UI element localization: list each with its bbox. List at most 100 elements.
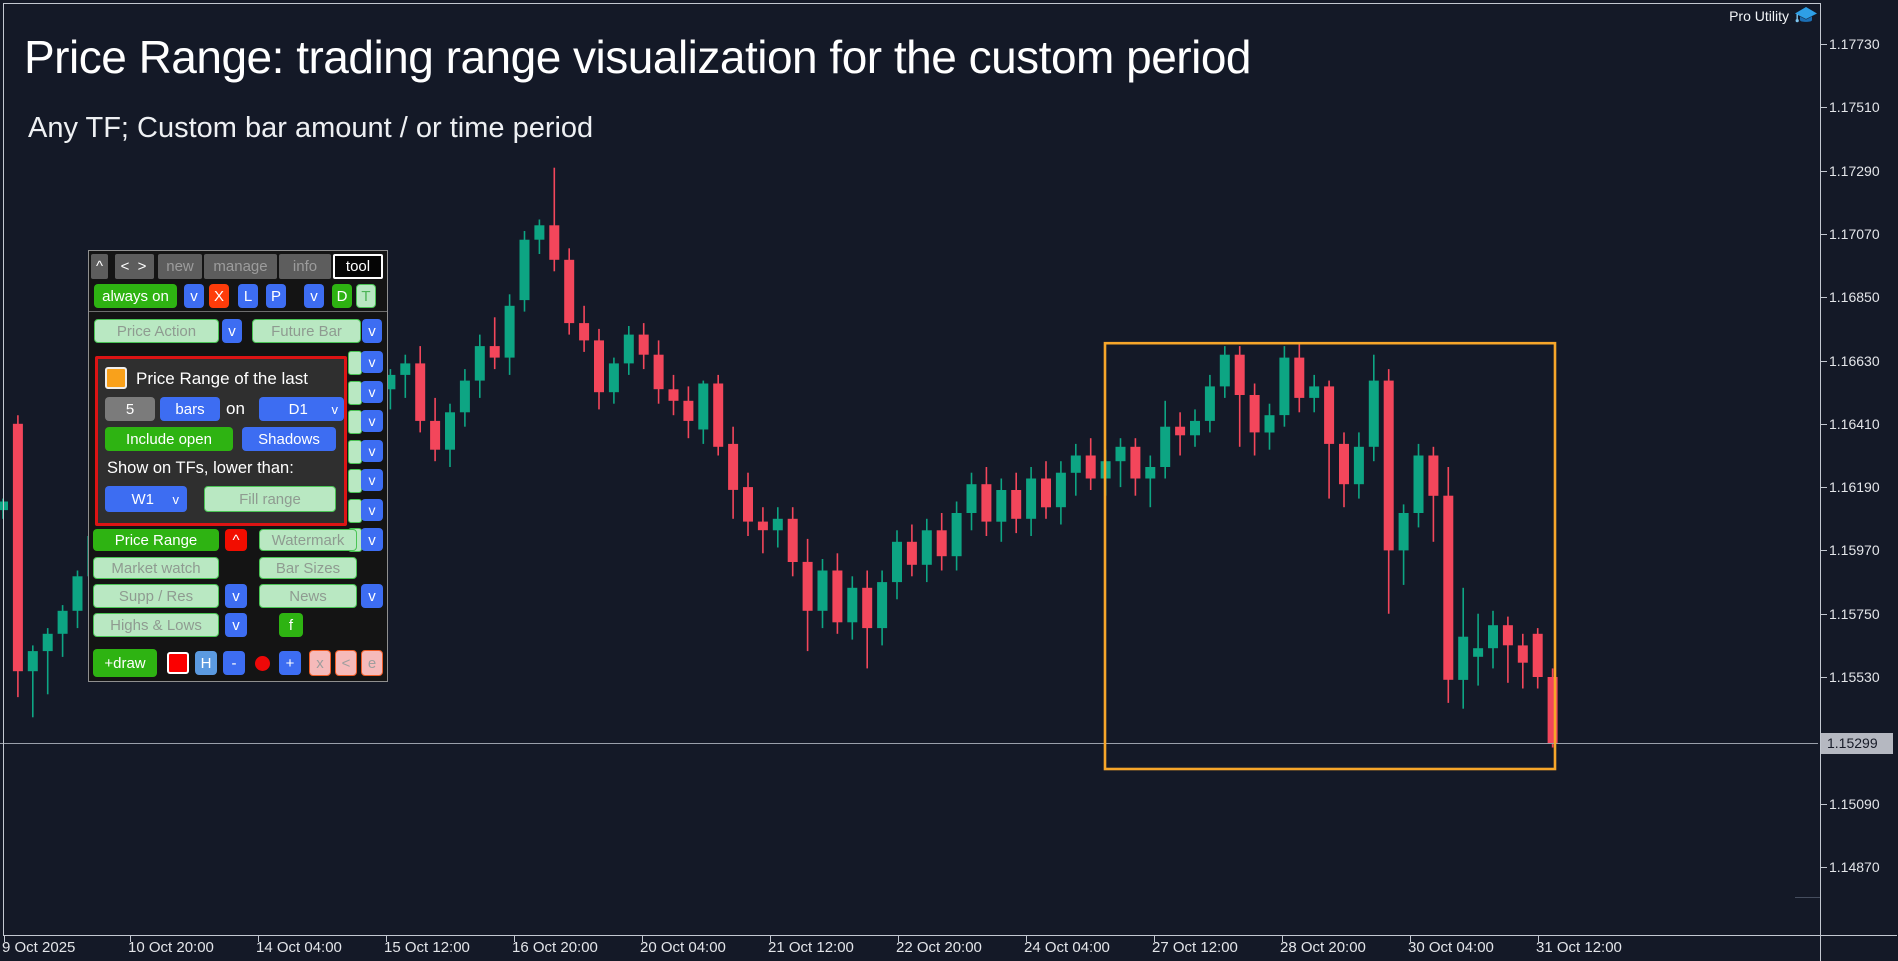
time-label: 21 Oct 12:00 xyxy=(768,939,854,956)
news-dropdown[interactable]: v xyxy=(361,584,383,608)
tab-tool[interactable]: tool xyxy=(333,254,383,279)
feature-watermark[interactable]: Watermark xyxy=(259,529,357,551)
highs-lows-dropdown[interactable]: v xyxy=(225,613,247,637)
bars-count-input[interactable]: 5 xyxy=(105,397,155,421)
candle-body xyxy=(445,412,455,450)
range-color-swatch[interactable] xyxy=(105,367,127,389)
time-tick xyxy=(258,935,259,942)
candle-body xyxy=(579,323,590,341)
edit-drawing-button[interactable]: e xyxy=(361,650,383,676)
feature-bar-sizes[interactable]: Bar Sizes xyxy=(259,557,357,579)
back-drawing-button[interactable]: < xyxy=(335,650,357,676)
candle-body xyxy=(1532,633,1543,677)
panel-divider xyxy=(89,311,387,312)
candle-body xyxy=(936,530,947,557)
watermark-dropdown[interactable]: v xyxy=(361,529,383,551)
candle-body xyxy=(1249,395,1260,433)
tab-info[interactable]: info xyxy=(279,254,331,279)
timeframe-select[interactable]: D1 v xyxy=(259,397,344,421)
decrease-button[interactable]: - xyxy=(223,651,245,675)
hidden-feature-dropdown[interactable]: v xyxy=(361,410,383,432)
hidden-feature-button-edge[interactable] xyxy=(348,410,362,434)
price-tick xyxy=(1820,550,1827,552)
price-range-collapse-button[interactable]: ^ xyxy=(225,529,247,551)
theme-button[interactable]: T xyxy=(356,284,376,308)
hidden-feature-button-edge[interactable] xyxy=(348,351,362,375)
add-draw-button[interactable]: +draw xyxy=(93,649,157,677)
time-label: 10 Oct 20:00 xyxy=(128,939,214,956)
feature-highs-lows[interactable]: Highs & Lows xyxy=(93,613,219,637)
increase-button[interactable]: + xyxy=(279,651,301,675)
candle-body xyxy=(743,487,753,522)
price-action-dropdown[interactable]: v xyxy=(222,319,242,343)
shadows-toggle[interactable]: Shadows xyxy=(242,427,336,451)
page-subtitle: Any TF; Custom bar amount / or time peri… xyxy=(28,112,594,144)
hidden-feature-dropdown[interactable]: v xyxy=(361,380,383,403)
candle-body xyxy=(72,576,83,611)
feature-future-bar[interactable]: Future Bar xyxy=(252,319,361,343)
hidden-feature-dropdown[interactable]: v xyxy=(361,351,383,373)
hidden-feature-dropdown[interactable]: v xyxy=(361,439,383,462)
fill-range-toggle[interactable]: Fill range xyxy=(204,486,336,512)
lower-timeframe-select[interactable]: W1 v xyxy=(105,486,187,512)
time-label: 14 Oct 04:00 xyxy=(256,939,342,956)
hidden-feature-button-edge[interactable] xyxy=(348,498,362,523)
include-open-toggle[interactable]: Include open xyxy=(105,427,233,451)
profile-dropdown[interactable]: v xyxy=(304,284,324,308)
hidden-feature-button-edge[interactable] xyxy=(348,380,362,405)
supp-res-dropdown[interactable]: v xyxy=(225,584,247,608)
candle-body xyxy=(728,443,739,490)
candle-body xyxy=(698,383,709,430)
always-on-button[interactable]: always on xyxy=(94,284,177,308)
feature-market-watch[interactable]: Market watch xyxy=(93,557,219,579)
tab-new[interactable]: new xyxy=(158,254,202,279)
hide-drawings-button[interactable]: H xyxy=(195,651,217,675)
price-label: 1.17510 xyxy=(1829,99,1880,116)
profile-button[interactable]: P xyxy=(266,284,286,308)
chart-top-border xyxy=(3,3,1821,4)
candle-body xyxy=(1502,625,1513,646)
tab-manage[interactable]: manage xyxy=(204,254,277,279)
defaults-button[interactable]: D xyxy=(332,284,352,308)
load-button[interactable]: L xyxy=(238,284,258,308)
always-on-dropdown[interactable]: v xyxy=(184,284,204,308)
hidden-feature-dropdown[interactable]: v xyxy=(361,498,383,521)
candle-body xyxy=(1383,380,1394,551)
record-dot-icon[interactable] xyxy=(255,656,270,671)
feature-supp-res[interactable]: Supp / Res xyxy=(93,584,219,608)
hidden-feature-dropdown[interactable]: v xyxy=(361,469,383,491)
price-label: 1.17290 xyxy=(1829,162,1880,179)
candle-body xyxy=(1130,446,1141,479)
candle-body xyxy=(757,521,768,531)
panel-collapse-button[interactable]: ^ xyxy=(91,254,108,279)
function-button[interactable]: f xyxy=(279,613,303,637)
feature-price-action[interactable]: Price Action xyxy=(94,319,219,343)
close-panel-button[interactable]: X xyxy=(209,284,229,308)
candle-body xyxy=(489,346,500,358)
time-label: 9 Oct 2025 xyxy=(2,939,76,956)
feature-price-range[interactable]: Price Range xyxy=(93,529,219,551)
candle-body xyxy=(892,541,902,583)
bars-unit-button[interactable]: bars xyxy=(160,397,220,421)
candle-body xyxy=(1309,386,1320,398)
panel-move-arrows-button[interactable]: < > xyxy=(115,254,154,279)
delete-drawing-button[interactable]: x xyxy=(309,650,331,676)
candle-body xyxy=(1413,455,1424,513)
price-tick xyxy=(1820,487,1827,489)
candle-body xyxy=(653,354,664,390)
show-on-tfs-label: Show on TFs, lower than: xyxy=(107,459,294,477)
candle-body xyxy=(27,651,38,672)
frame-corner-line xyxy=(1795,897,1820,898)
candle-body xyxy=(638,334,649,355)
hidden-feature-button-edge[interactable] xyxy=(348,469,362,493)
candle-body xyxy=(817,570,828,611)
hidden-feature-button-edge[interactable] xyxy=(348,439,362,464)
feature-news[interactable]: News xyxy=(259,584,357,608)
future-bar-dropdown[interactable]: v xyxy=(362,319,382,343)
candle-body xyxy=(1398,513,1409,551)
time-label: 20 Oct 04:00 xyxy=(640,939,726,956)
draw-color-swatch[interactable] xyxy=(167,652,189,674)
price-label: 1.16630 xyxy=(1829,352,1880,369)
candle-body xyxy=(400,363,411,375)
price-label: 1.16410 xyxy=(1829,415,1880,432)
